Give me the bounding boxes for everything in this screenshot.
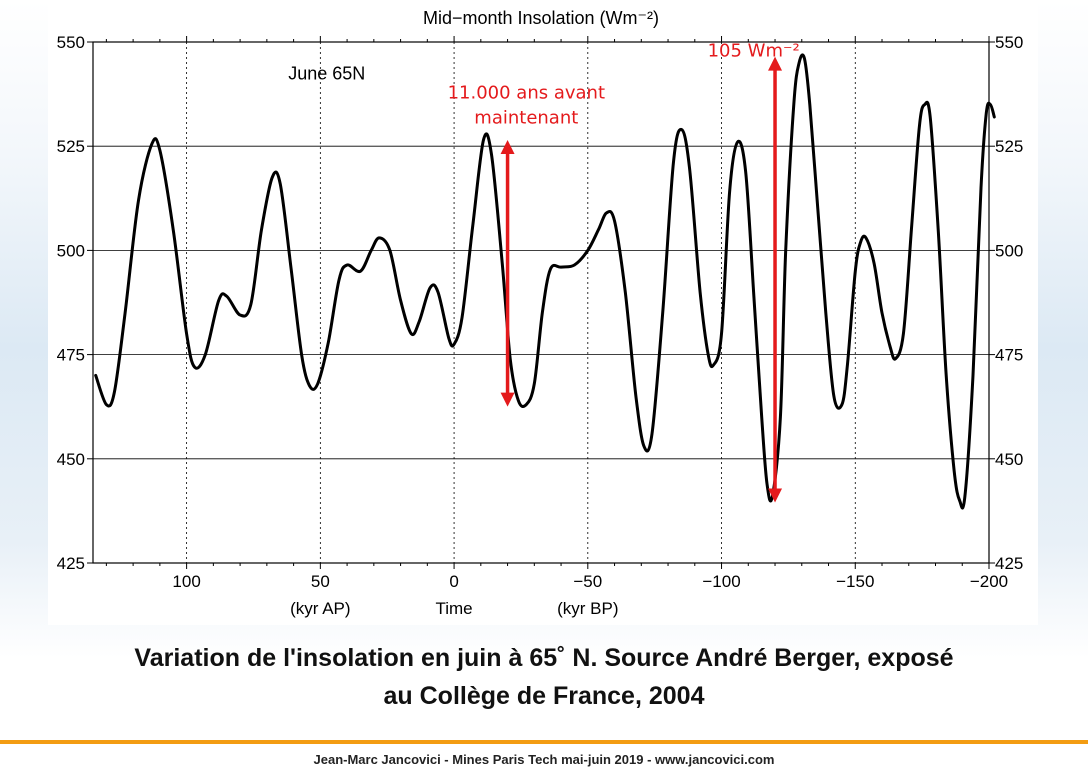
annotation-label-2-line-1: 105 Wm⁻² xyxy=(708,41,800,62)
y-tick-label-left: 550 xyxy=(57,33,85,52)
footer-divider xyxy=(0,740,1088,744)
plot-frame xyxy=(92,41,990,564)
x-axis-sublabel: (kyr AP) xyxy=(290,599,350,618)
annotation-label-1-line-2: maintenant xyxy=(474,107,578,128)
chart-subtitle: June 65N xyxy=(288,64,365,84)
x-axis-sublabel: Time xyxy=(435,599,472,618)
x-axis-sublabel: (kyr BP) xyxy=(557,599,618,618)
annotation-arrowhead-up-2 xyxy=(768,56,783,71)
chart-panel: Mid−month Insolation (Wm⁻²) June 65N 425 42… xyxy=(48,0,1038,625)
y-tick-label-right: 525 xyxy=(995,137,1023,156)
chart-title: Mid−month Insolation (Wm⁻²) xyxy=(423,8,659,28)
x-tick-label: −200 xyxy=(970,572,1008,591)
x-tick-label: −100 xyxy=(702,572,740,591)
y-tick-label-right: 550 xyxy=(995,33,1023,52)
annotation-arrowhead-up-1 xyxy=(500,140,515,155)
y-tick-label-left: 425 xyxy=(57,554,85,573)
y-tick-label-right: 425 xyxy=(995,554,1023,573)
x-tick-label: −50 xyxy=(573,572,602,591)
x-tick-label: 100 xyxy=(172,572,200,591)
caption-line-1: Variation de l'insolation en juin à 65˚ … xyxy=(134,644,954,672)
y-tick-label-right: 500 xyxy=(995,241,1023,260)
x-tick-label: 50 xyxy=(311,572,330,591)
caption-line-2: au Collège de France, 2004 xyxy=(383,682,705,710)
annotation-arrowhead-down-1 xyxy=(500,392,515,407)
annotation-arrowhead-down-2 xyxy=(768,488,783,503)
footer-credit: Jean-Marc Jancovici - Mines Paris Tech m… xyxy=(313,752,775,767)
insolation-series-line xyxy=(94,53,996,510)
y-tick-label-left: 475 xyxy=(57,346,85,365)
annotation-label-1-line-1: 11.000 ans avant xyxy=(448,82,605,103)
y-tick-label-left: 450 xyxy=(57,450,85,469)
insolation-chart: Mid−month Insolation (Wm⁻²) June 65N 425 42… xyxy=(57,8,1024,618)
y-tick-label-right: 475 xyxy=(995,346,1023,365)
x-tick-label: 0 xyxy=(449,572,458,591)
y-tick-label-left: 500 xyxy=(57,241,85,260)
y-tick-label-right: 450 xyxy=(995,450,1023,469)
x-tick-label: −150 xyxy=(836,572,874,591)
y-tick-label-left: 525 xyxy=(57,137,85,156)
